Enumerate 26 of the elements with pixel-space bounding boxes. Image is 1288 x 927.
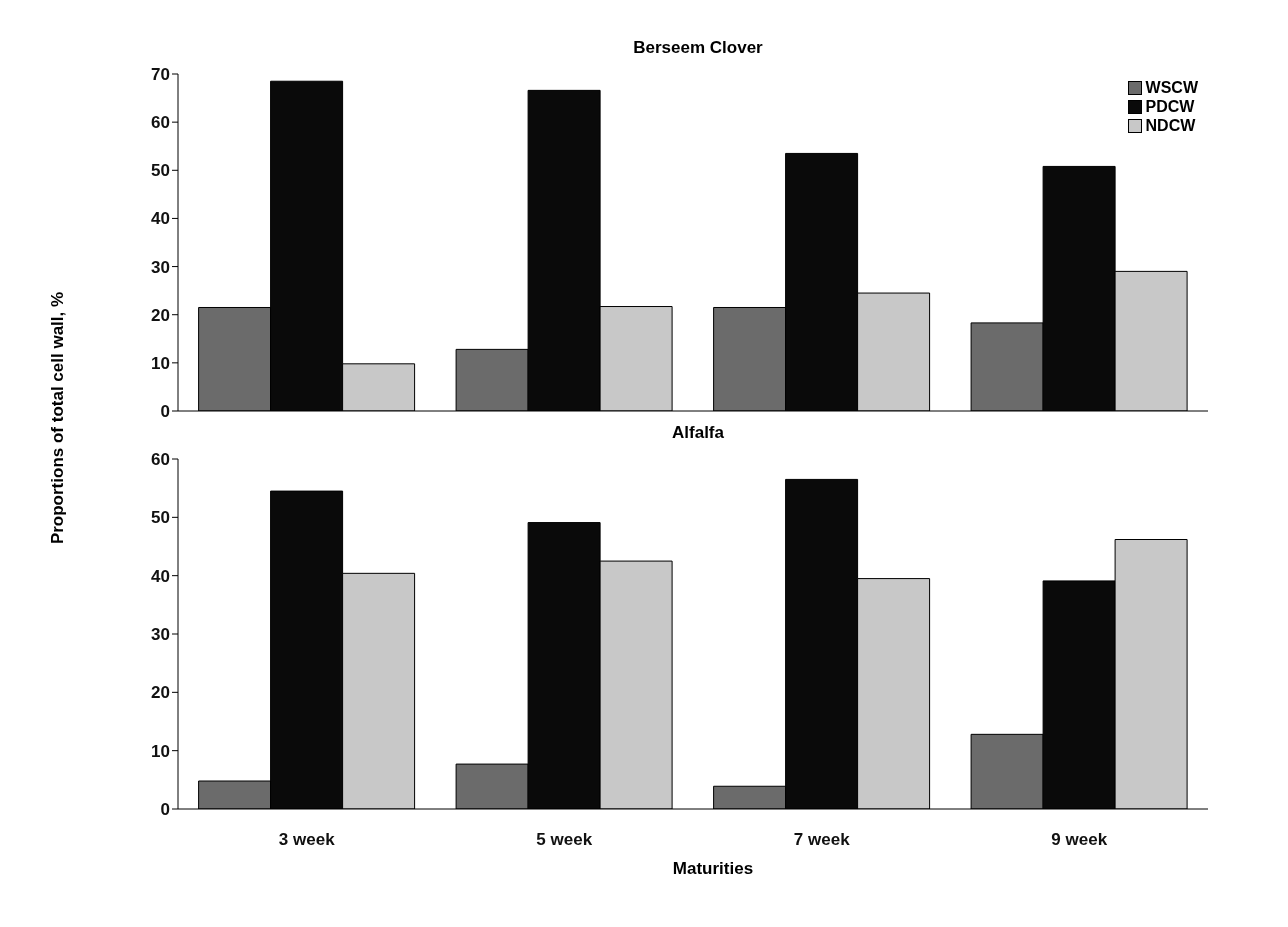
x-tick-label: 9 week [1051, 830, 1108, 849]
y-tick-label: 50 [151, 508, 170, 528]
y-tick-label: 30 [151, 257, 170, 277]
y-tick-label: 60 [151, 450, 170, 470]
legend-label: NDCW [1145, 116, 1196, 135]
y-tick-label: 20 [151, 683, 170, 703]
x-axis-title: Maturities [671, 859, 755, 879]
y-tick-label: 0 [160, 402, 170, 422]
legend-label: PDCW [1145, 97, 1195, 116]
y-tick-label: 60 [151, 113, 170, 133]
y-tick-label: 40 [151, 566, 170, 586]
y-tick-label: 40 [151, 209, 170, 229]
y-tick-label: 0 [160, 800, 170, 820]
chart-title: Berseem Clover [632, 38, 764, 59]
x-tick-label: 7 week [793, 830, 851, 849]
y-tick-label: 10 [151, 741, 170, 761]
y-tick-label: 10 [151, 353, 170, 373]
y-tick-label: 70 [151, 65, 170, 85]
y-tick-label: 20 [151, 305, 170, 325]
x-tick-label: 3 week [278, 830, 336, 849]
y-axis-title: Proportions of total cell wall, % [48, 291, 68, 545]
x-tick-label: 5 week [536, 830, 593, 849]
chart-title: Alfalfa [672, 423, 724, 442]
y-tick-label: 30 [151, 625, 170, 645]
y-tick-label: 50 [151, 161, 170, 181]
legend-label: WSCW [1145, 78, 1198, 97]
